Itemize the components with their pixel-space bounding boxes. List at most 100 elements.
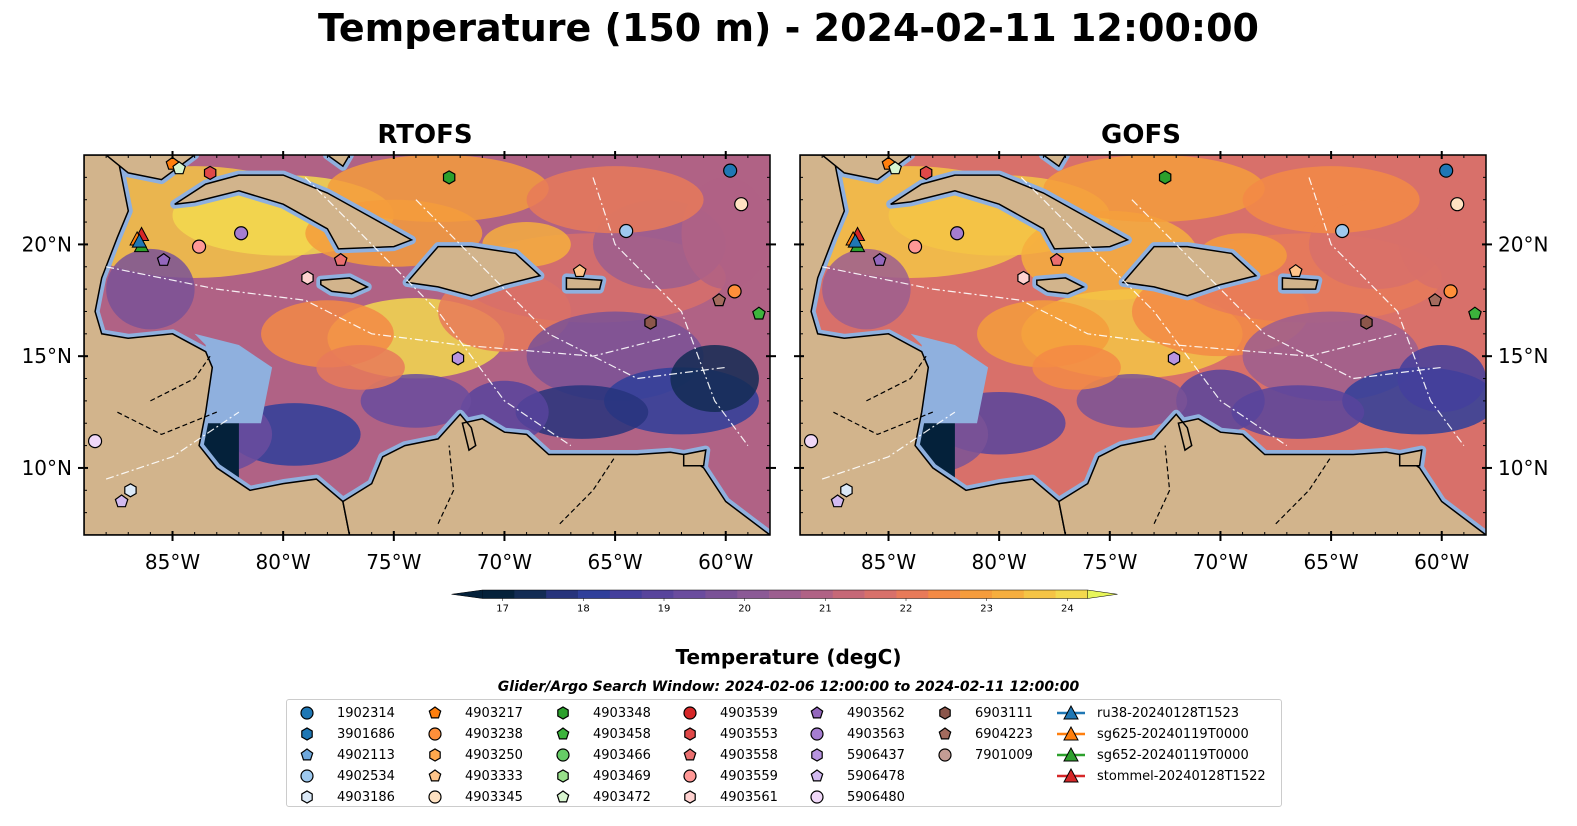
legend-item-label: sg652-20240119T0000: [1097, 747, 1249, 763]
colorbar-segment: [800, 590, 834, 599]
colorbar-segment: [482, 590, 515, 599]
lon-tick-label: 80°W: [972, 550, 1027, 574]
float-marker-4903348: [1158, 170, 1172, 185]
legend-item-label: 6904223: [975, 726, 1033, 742]
boundary-lines: [821, 176, 1465, 525]
land-masses: [800, 155, 1486, 535]
legend-item-label: 4903345: [465, 789, 523, 805]
colorbar-segment: [832, 590, 865, 599]
colorbar-segment: [928, 590, 961, 599]
lat-tick-label: 20°N: [22, 232, 72, 256]
float-markers: [87, 156, 766, 508]
boundary-lines: [105, 176, 749, 525]
colorbar-segment: [769, 590, 802, 599]
colorbar: 17 18 19 20 21 22 23 24: [451, 589, 1118, 615]
legend-item-label: 4903562: [847, 705, 905, 721]
colorbar-segment: [1055, 590, 1088, 599]
float-marker-5906480: [803, 434, 819, 449]
hexagon-marker-icon: [429, 748, 441, 762]
legend-item-label: 4903466: [593, 747, 651, 763]
float-marker-4903333: [572, 263, 587, 278]
colorbar-segment: [991, 590, 1025, 599]
colorbar-tick-label: 20: [738, 604, 751, 615]
legend-item-label: 4903563: [847, 726, 905, 742]
legend-item-label: 4903559: [720, 768, 778, 784]
legend-item-label: 5906437: [847, 747, 905, 763]
legend-item-stommel-20240128T1522: stommel-20240128T1522: [1057, 766, 1266, 786]
legend-item-4902534: 4902534: [297, 766, 395, 786]
colorbar-segment: [641, 590, 674, 599]
hexagon-marker-icon: [939, 706, 951, 720]
float-marker-6904223: [1428, 293, 1443, 307]
lat-tick-label: 10°N: [22, 456, 72, 480]
pentagon-marker-icon: [810, 769, 824, 782]
float-marker-5906437: [1167, 351, 1181, 366]
circle-marker-icon: [810, 727, 824, 741]
float-marker-4903186: [124, 483, 137, 498]
legend-item-label: 4903186: [337, 789, 395, 805]
colorbar-segment: [960, 590, 993, 599]
lat-tick-label: 10°N: [1498, 456, 1548, 480]
circle-marker-icon: [810, 790, 824, 804]
lon-tick-label: 70°W: [1193, 550, 1248, 574]
circle-marker-icon: [428, 790, 442, 804]
lon-tick-label: 65°W: [587, 550, 642, 574]
float-marker-4903559: [191, 239, 207, 254]
float-marker-6903111: [1360, 315, 1373, 330]
legend-item-4903563: 4903563: [807, 724, 905, 744]
pentagon-marker-icon: [810, 706, 824, 719]
colorbar-segment: [705, 590, 738, 599]
lon-tick-label: 60°W: [698, 550, 753, 574]
lat-tick-label: 15°N: [22, 344, 72, 368]
colorbar-label: Temperature (degC): [675, 645, 902, 669]
colorbar-tick-label: 24: [1061, 604, 1074, 615]
colorbar-segment: [896, 590, 929, 599]
legend-item-label: 4903553: [720, 726, 778, 742]
triangle-marker-icon: [1057, 725, 1085, 741]
rtofs-map: 85°W 80°W 75°W 70°W 65°W 60°W 20°N 15°N 10°N: [22, 151, 776, 574]
legend-item-4903458: 4903458: [553, 724, 651, 744]
legend-item-4902113: 4902113: [297, 745, 395, 765]
legend-item-4903561: 4903561: [680, 787, 778, 807]
map-ticks: 85°W 80°W 75°W 70°W 65°W 60°W 20°N 15°N 10°N: [22, 151, 776, 574]
float-marker-6903111: [644, 315, 657, 330]
triangle-marker-icon: [1057, 767, 1085, 783]
circle-marker-icon: [683, 769, 697, 783]
hexagon-marker-icon: [557, 769, 569, 783]
colorbar-segment: [864, 590, 897, 599]
panel-title-gofs: GOFS: [1101, 120, 1181, 150]
colorbar-segment: [1023, 590, 1056, 599]
legend: 1902314 3901686 4902113 4902534 4903186 49032…: [286, 699, 1282, 807]
panel-title-rtofs: RTOFS: [377, 120, 473, 150]
legend-item-4903539: 4903539: [680, 703, 778, 723]
colorbar-segment: [737, 590, 770, 599]
legend-item-label: 4903472: [593, 789, 651, 805]
legend-item-4903559: 4903559: [680, 766, 778, 786]
float-markers: [803, 156, 1482, 508]
lon-tick-label: 75°W: [1082, 550, 1137, 574]
float-marker-4903562: [872, 252, 887, 266]
legend-item-4903217: 4903217: [425, 703, 523, 723]
float-marker-4903345: [734, 197, 749, 212]
float-marker-1902314: [1439, 163, 1454, 178]
legend-item-label: 4903561: [720, 789, 778, 805]
legend-item-label: 4903333: [465, 768, 523, 784]
hexagon-marker-icon: [301, 790, 313, 804]
legend-item-4903466: 4903466: [553, 745, 651, 765]
colorbar-segment: [546, 590, 579, 599]
colorbar-segment: [673, 590, 706, 599]
float-marker-4903238: [1443, 284, 1458, 299]
lon-tick-label: 85°W: [145, 550, 200, 574]
map-frame: [83, 154, 771, 536]
float-marker-4903186: [840, 483, 853, 498]
pentagon-marker-icon: [556, 727, 570, 740]
legend-item-label: 4903348: [593, 705, 651, 721]
float-marker-4903561: [301, 270, 314, 286]
float-marker-4903561: [1017, 270, 1030, 286]
circle-marker-icon: [556, 748, 570, 762]
legend-item-sg625-20240119T0000: sg625-20240119T0000: [1057, 724, 1249, 744]
float-marker-4903559: [907, 239, 923, 254]
map-frame: [799, 154, 1487, 536]
lon-tick-label: 75°W: [366, 550, 421, 574]
float-marker-4903238: [727, 284, 742, 299]
